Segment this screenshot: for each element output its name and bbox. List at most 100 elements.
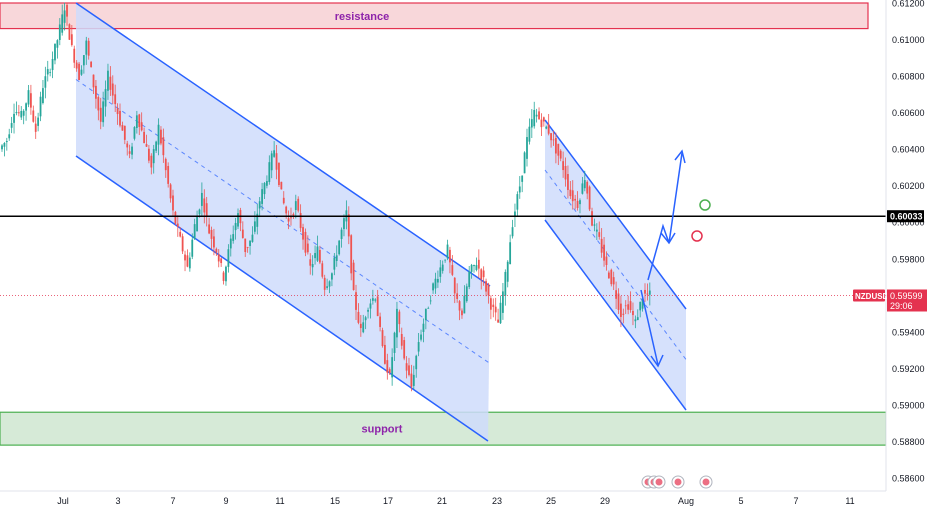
countdown-value: 29:06 <box>890 301 913 311</box>
candle-body <box>615 290 618 299</box>
candle-body <box>420 334 422 340</box>
candle-body <box>287 218 290 222</box>
candle-body <box>104 89 107 107</box>
candle-body <box>352 262 355 291</box>
candle-body <box>169 184 172 199</box>
candle-body <box>396 308 398 338</box>
candle-body <box>475 265 478 271</box>
candle-body <box>95 85 97 99</box>
candle-body <box>82 55 85 66</box>
channel-lower-line <box>544 219 687 411</box>
candle-body <box>210 229 213 239</box>
candle-body <box>369 303 372 309</box>
candle-body <box>258 201 261 209</box>
candle-body <box>629 301 632 311</box>
candle-body <box>244 238 247 253</box>
candle-body <box>200 192 203 206</box>
candle-body <box>266 181 268 186</box>
candle-body <box>516 194 519 210</box>
candle-body <box>314 253 316 259</box>
candle-body <box>598 232 601 237</box>
candle-body <box>220 258 223 264</box>
candle-body <box>51 58 54 71</box>
candle-body <box>540 119 543 128</box>
time-tick-label: 29 <box>600 496 610 506</box>
flag-event-dot <box>702 478 710 486</box>
candle-body <box>316 246 319 261</box>
candle-body <box>309 259 312 266</box>
candle-body <box>627 304 630 310</box>
price-tick-label: 0.60400 <box>892 145 925 155</box>
candle-body <box>480 269 483 280</box>
time-tick-label: 11 <box>845 496 854 506</box>
candle-body <box>152 149 155 164</box>
price-tick-label: 0.59200 <box>892 364 925 374</box>
candle-body <box>579 200 581 205</box>
candle-body <box>126 143 129 148</box>
lines-layer <box>0 215 886 296</box>
candle-body <box>222 272 225 281</box>
candle-body <box>123 125 126 140</box>
time-tick-label: 5 <box>738 496 743 506</box>
candle-body <box>328 281 331 287</box>
support-zone <box>0 411 887 446</box>
candle-body <box>511 227 514 237</box>
candle-body <box>564 166 567 180</box>
candle-body <box>412 374 415 386</box>
candle-body <box>191 239 194 257</box>
candle-body <box>25 103 27 111</box>
candle-body <box>37 117 40 126</box>
candle-body <box>3 142 6 147</box>
candle-body <box>550 133 552 141</box>
candle-body <box>569 189 572 197</box>
candle-body <box>155 141 158 151</box>
candle-body <box>249 240 251 246</box>
candle-body <box>603 244 605 261</box>
candle-body <box>1 145 3 150</box>
price-axis[interactable]: 0.61200 0.61000 0.60800 0.60600 0.60400 0.602… <box>885 0 933 509</box>
time-tick-label: 17 <box>383 496 393 506</box>
candle-body <box>49 72 52 73</box>
candle-body <box>285 206 288 214</box>
candle-body <box>451 265 454 275</box>
candle-body <box>114 94 117 105</box>
candle-body <box>133 127 136 139</box>
candle-body <box>646 293 649 295</box>
candle-body <box>229 238 232 249</box>
candle-body <box>280 181 283 190</box>
candle-body <box>362 322 365 333</box>
candle-body <box>622 313 625 315</box>
candle-body <box>624 305 627 307</box>
candle-body <box>504 271 507 296</box>
candle-body <box>184 254 186 261</box>
candle-body <box>439 267 442 277</box>
candle-body <box>374 299 377 301</box>
candle-body <box>282 197 285 204</box>
candle-body <box>121 125 124 131</box>
candle-body <box>610 269 613 285</box>
candle-body <box>111 83 114 96</box>
time-tick-label: 15 <box>330 496 340 506</box>
candle-body <box>473 264 475 267</box>
candle-body <box>193 224 196 239</box>
candle-body <box>58 24 61 41</box>
candle-body <box>80 69 83 75</box>
candle-body <box>119 110 121 126</box>
candle-body <box>87 40 90 56</box>
candle-body <box>533 109 536 127</box>
channels-layer <box>75 2 687 442</box>
candle-body <box>143 131 145 144</box>
candle-body <box>297 198 300 211</box>
candle-body <box>225 266 227 282</box>
time-axis[interactable]: Jul 3 7 9 11 15 17 21 23 25 29 Aug 5 7 11 <box>0 490 886 506</box>
candle-body <box>138 114 141 127</box>
candle-body <box>432 283 434 291</box>
candle-body <box>367 309 369 312</box>
candle-body <box>213 236 215 248</box>
candle-body <box>600 238 603 253</box>
candle-body <box>256 213 259 227</box>
candle-body <box>388 369 391 373</box>
candle-body <box>607 272 610 279</box>
candle-body <box>357 311 360 323</box>
